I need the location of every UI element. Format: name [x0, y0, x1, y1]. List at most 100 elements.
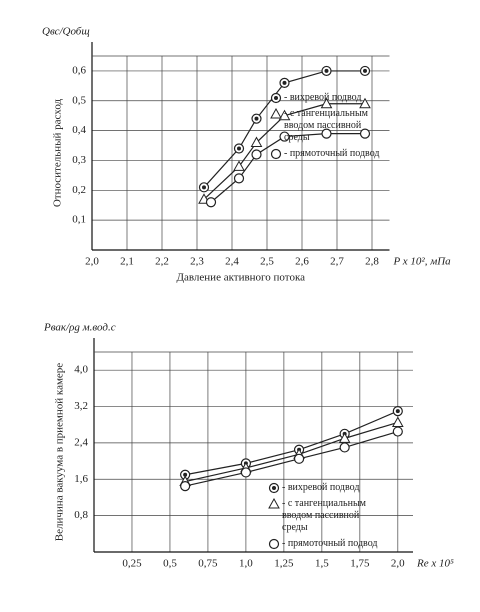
marker — [180, 480, 191, 492]
y-tick-label: 4,0 — [74, 364, 88, 376]
y-tick-label: 0,2 — [72, 184, 86, 196]
x-unit-label: Re x 10⁵ — [416, 558, 454, 570]
marker-shape — [279, 131, 290, 142]
marker — [359, 65, 371, 77]
x-tick-label: 2,0 — [85, 256, 99, 268]
marker-dot — [237, 146, 241, 151]
legend-marker — [268, 498, 280, 509]
y-tick-label: 1,6 — [74, 473, 88, 485]
x-tick-label: 2,3 — [190, 256, 204, 268]
legend-entry: - вихревой подвод — [270, 92, 388, 104]
marker-shape — [180, 480, 191, 492]
marker — [233, 160, 245, 171]
legend-label: - прямоточный подвод — [282, 538, 378, 549]
marker — [321, 128, 332, 139]
y-axis-title: Относительный расход — [52, 98, 64, 207]
marker-shape — [270, 148, 282, 160]
x-unit-label: P x 10², мПа — [393, 256, 452, 268]
marker-shape — [233, 173, 245, 184]
legend-marker — [270, 108, 282, 119]
marker — [279, 77, 290, 88]
legend-label: - вихревой подвод — [284, 92, 362, 103]
marker — [359, 97, 371, 109]
marker-shape — [359, 128, 371, 139]
marker — [205, 197, 217, 208]
y-tick-label: 0,3 — [72, 154, 86, 166]
x-tick-label: 1,75 — [350, 558, 370, 570]
x-tick-label: 1,25 — [274, 558, 294, 570]
y-tick-label: 0,4 — [72, 124, 86, 136]
marker — [233, 143, 245, 154]
series-line — [210, 133, 365, 203]
x-axis-title: Давление активного потока — [176, 272, 305, 284]
marker-shape — [278, 109, 291, 121]
x-tick-label: 2,5 — [260, 256, 274, 268]
marker — [392, 405, 403, 417]
marker-dot — [202, 185, 206, 190]
marker-dot — [363, 68, 367, 73]
marker — [251, 113, 262, 124]
marker-dot — [282, 80, 287, 85]
marker-shape — [359, 97, 371, 109]
series-line — [203, 70, 365, 188]
legend-entry: - прямоточный подвод — [268, 538, 386, 550]
marker-dot — [395, 409, 400, 414]
y-unit-label: Pвак/ρg м.вод.с — [43, 322, 116, 334]
marker — [391, 416, 404, 427]
legend: - вихревой подвод - с тангенциальным ввод… — [268, 482, 386, 554]
legend-label: - вихревой подвод — [282, 482, 360, 493]
marker-shape — [233, 160, 245, 171]
x-tick-label: 1,0 — [239, 558, 253, 570]
marker-shape — [391, 416, 404, 427]
marker-dot — [183, 472, 188, 477]
marker-shape — [321, 128, 332, 139]
marker-dot — [324, 68, 329, 73]
marker-shape — [268, 498, 280, 509]
legend-marker — [268, 482, 280, 494]
legend-label: - прямоточный подвод — [284, 148, 380, 159]
x-tick-label: 0,25 — [122, 558, 142, 570]
legend-entry: - прямоточный подвод — [270, 148, 388, 160]
y-tick-label: 2,4 — [74, 436, 88, 448]
marker — [320, 97, 333, 109]
legend-label: - с тангенциальным вводом пассивной сред… — [284, 108, 368, 143]
marker-shape — [270, 108, 282, 119]
y-tick-label: 0,1 — [72, 214, 86, 226]
legend: - вихревой подвод - с тангенциальным ввод… — [270, 92, 388, 164]
marker-shape — [320, 97, 333, 109]
marker — [278, 109, 291, 121]
legend-label: - с тангенциальным вводом пассивной сред… — [282, 498, 366, 533]
legend-entry: - с тангенциальным вводом пассивной сред… — [270, 108, 388, 144]
marker-shape — [205, 197, 217, 208]
marker — [339, 442, 350, 453]
marker-shape — [268, 538, 280, 550]
legend-marker — [268, 538, 280, 550]
y-tick-label: 0,5 — [72, 94, 86, 106]
legend-marker — [270, 92, 282, 104]
marker — [359, 128, 371, 139]
x-tick-label: 2,0 — [391, 558, 405, 570]
marker-shape — [293, 453, 305, 464]
x-tick-label: 2,8 — [365, 256, 379, 268]
marker-dot — [274, 96, 278, 100]
x-tick-label: 2,6 — [295, 256, 309, 268]
x-tick-label: 2,7 — [330, 256, 344, 268]
marker-shape — [339, 442, 350, 453]
marker — [240, 467, 252, 478]
marker — [392, 426, 403, 437]
x-tick-label: 1,5 — [315, 558, 329, 570]
x-tick-label: 2,1 — [120, 256, 134, 268]
marker — [279, 131, 290, 142]
marker-shape — [240, 467, 252, 478]
marker-dot — [272, 486, 276, 490]
marker — [251, 149, 262, 160]
marker — [250, 136, 263, 148]
legend-marker — [270, 148, 282, 160]
series-line — [203, 103, 365, 200]
x-tick-label: 2,2 — [155, 256, 169, 268]
marker-dot — [254, 116, 259, 121]
marker — [321, 65, 332, 77]
x-tick-label: 0,75 — [198, 558, 218, 570]
